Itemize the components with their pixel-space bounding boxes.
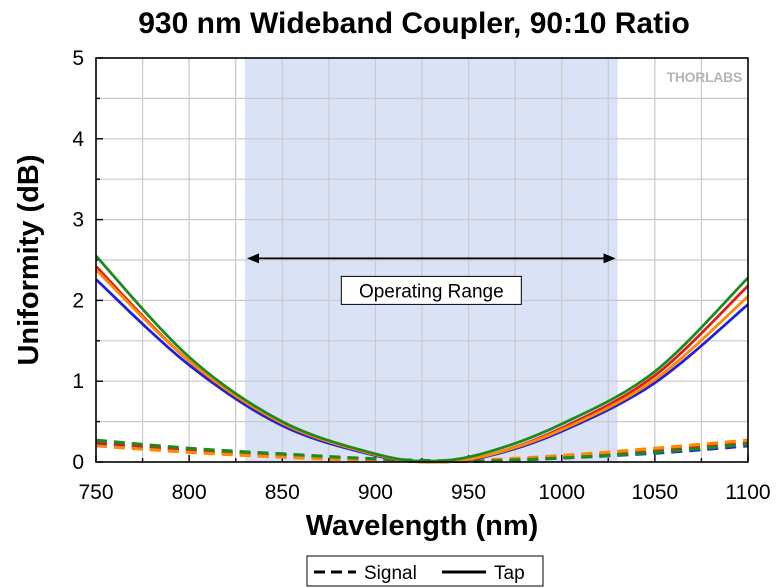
- x-tick-label: 750: [78, 481, 113, 504]
- y-tick-label: 0: [72, 451, 84, 474]
- x-tick-label: 1100: [725, 481, 770, 504]
- operating-range-label: Operating Range: [359, 281, 504, 302]
- x-axis-label: Wavelength (nm): [306, 510, 539, 542]
- legend-signal-label: Signal: [364, 563, 417, 584]
- grid: [96, 58, 748, 462]
- x-tick-label: 800: [172, 481, 207, 504]
- plot-frame: [95, 57, 749, 463]
- y-tick-labels: 0 1 2 3 4 5: [72, 47, 84, 474]
- x-tick-labels: 750 800 850 900 950 1000 1050 1100: [78, 481, 770, 504]
- x-tick-label: 950: [451, 481, 486, 504]
- chart-title: 930 nm Wideband Coupler, 90:10 Ratio: [138, 7, 690, 40]
- y-tick-label: 3: [72, 209, 84, 232]
- y-tick-label: 4: [72, 128, 84, 151]
- y-tick-label: 5: [72, 47, 84, 70]
- arrow-right-head: [603, 253, 616, 264]
- operating-range-indicator: Operating Range: [247, 253, 616, 305]
- legend-tap-label: Tap: [494, 563, 525, 584]
- brand-logo: THORLABS: [667, 69, 742, 85]
- y-tick-label: 2: [72, 289, 84, 312]
- legend-box: [306, 555, 544, 587]
- x-tick-label: 1050: [631, 481, 678, 504]
- operating-range-label-box: [340, 275, 522, 305]
- y-axis-label: Uniformity (dB): [13, 154, 45, 365]
- legend: Signal Tap: [306, 555, 544, 587]
- x-tick-label: 850: [265, 481, 300, 504]
- y-tick-label: 1: [72, 370, 84, 393]
- x-tick-label: 900: [358, 481, 393, 504]
- arrow-left-head: [247, 253, 260, 264]
- x-tick-label: 1000: [538, 481, 585, 504]
